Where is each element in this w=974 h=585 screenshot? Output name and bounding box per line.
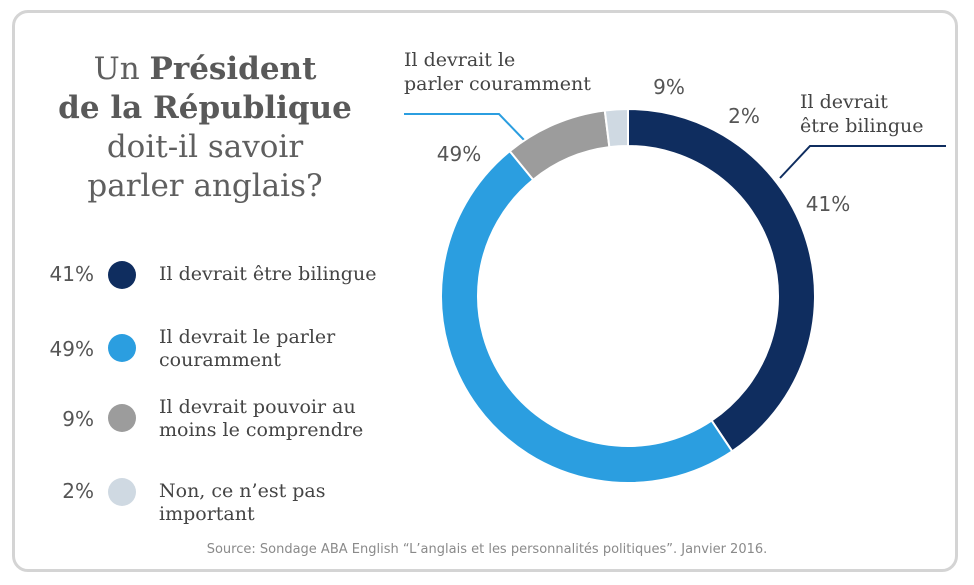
slice-value-label: 41% <box>806 192 850 216</box>
chart-title: Un Président de la République doit-il sa… <box>40 50 370 206</box>
legend-label: Non, ce n’est pas important <box>159 480 419 526</box>
legend-label-line1: Il devrait être bilingue <box>159 263 377 285</box>
slice-callout: Il devrait le parler couramment <box>404 49 591 95</box>
source-note: Source: Sondage ABA English “L’anglais e… <box>206 542 768 557</box>
legend-swatch <box>108 261 136 289</box>
slice-value-label: 2% <box>728 104 760 128</box>
legend-pct: 49% <box>49 337 94 361</box>
legend-pct: 2% <box>62 479 94 503</box>
slice-value-label: 9% <box>653 75 685 99</box>
title-line4: parler anglais? <box>87 168 323 204</box>
donut-slice <box>508 109 611 182</box>
legend-label-line1: Il devrait pouvoir au <box>159 396 356 418</box>
legend-swatch <box>108 404 136 432</box>
title-line1-normal: Un <box>93 51 150 87</box>
legend-label: Il devrait pouvoir au moins le comprendre <box>159 396 419 442</box>
callout-leader-line <box>779 145 946 179</box>
callout-leader-line <box>404 113 526 142</box>
legend-label: Il devrait le parler couramment <box>159 326 419 372</box>
legend-swatch <box>108 478 136 506</box>
legend-pct: 41% <box>49 262 94 286</box>
donut-slice <box>627 107 816 453</box>
donut-slice <box>603 107 629 149</box>
legend-label-line2: moins le comprendre <box>159 419 364 441</box>
legend-label-line1: Non, ce n’est pas important <box>159 480 326 525</box>
legend-swatch <box>108 334 136 362</box>
legend-label-line1: Il devrait le parler <box>159 326 336 348</box>
legend-label: Il devrait être bilingue <box>159 263 419 286</box>
title-line3: doit-il savoir <box>106 129 304 165</box>
donut-slice <box>440 149 734 484</box>
legend-label-line2: couramment <box>159 349 281 371</box>
slice-callout: Il devrait être bilingue <box>800 91 924 137</box>
slice-value-label: 49% <box>437 142 481 166</box>
legend-pct: 9% <box>62 407 94 431</box>
title-line1-bold: Président <box>149 51 317 87</box>
title-line2-bold: de la République <box>58 90 352 126</box>
